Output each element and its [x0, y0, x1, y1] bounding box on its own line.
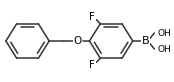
Text: OH: OH: [157, 29, 171, 37]
Text: B: B: [142, 36, 149, 46]
Text: OH: OH: [157, 45, 171, 53]
Text: F: F: [89, 12, 95, 22]
Text: F: F: [89, 60, 95, 70]
Text: O: O: [74, 36, 82, 46]
